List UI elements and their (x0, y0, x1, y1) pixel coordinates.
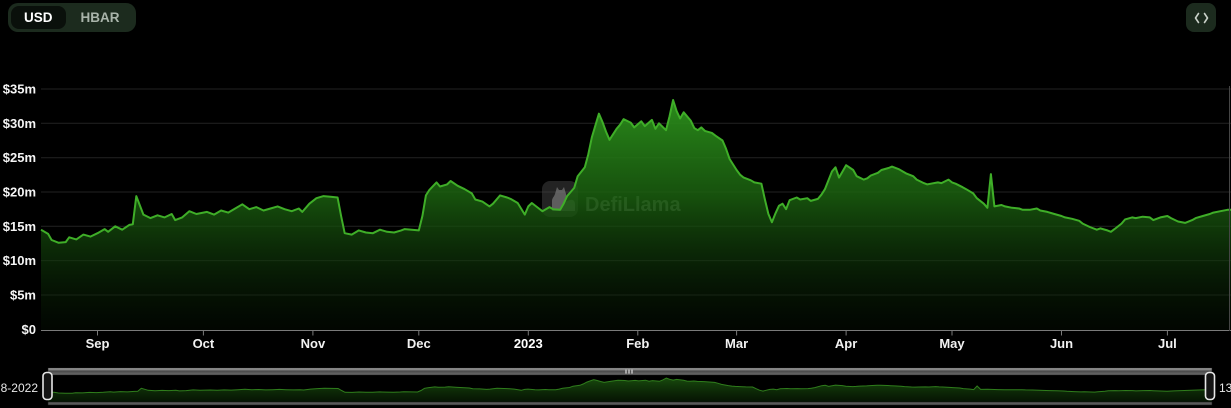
y-axis-label: $5m (10, 288, 36, 303)
x-axis-label: Jun (1050, 336, 1073, 351)
x-axis-label: Dec (407, 336, 431, 351)
x-axis-label: Mar (725, 336, 748, 351)
y-axis-label: $30m (3, 116, 36, 131)
navigator-grip-icon[interactable] (625, 369, 633, 374)
navigator-right-handle[interactable] (1204, 371, 1216, 401)
x-axis-label: Sep (86, 336, 110, 351)
navigator-left-handle[interactable] (42, 371, 53, 401)
y-axis-label: $10m (3, 253, 36, 268)
navigator-start-date-label: 8-2022 (1, 381, 39, 395)
x-axis-label: Feb (626, 336, 649, 351)
navigator-mini-area (48, 378, 1212, 403)
y-axis-label: $35m (3, 82, 36, 97)
y-axis-labels: $35m $30m $25m $20m $15m $10m $5m $0 (3, 82, 36, 337)
x-axis-label: Oct (193, 336, 215, 351)
x-axis-label: Nov (301, 336, 326, 351)
currency-option-usd[interactable]: USD (11, 6, 66, 29)
range-navigator[interactable]: 8-2022 13 (1, 367, 1231, 406)
y-axis-label: $25m (3, 150, 36, 165)
code-icon (1194, 12, 1208, 23)
navigator-bottom-bar (47, 401, 1213, 406)
tvl-line-series (40, 99, 1231, 244)
x-axis-label: 2023 (514, 336, 543, 351)
currency-option-hbar[interactable]: HBAR (68, 6, 133, 29)
x-axis-label: May (939, 336, 965, 351)
y-axis-label: $0 (22, 322, 36, 337)
currency-toggle: USD HBAR (8, 3, 136, 32)
navigator-end-date-label: 13 (1219, 381, 1231, 395)
x-axis-label: Apr (835, 336, 857, 351)
navigator-move-bar[interactable] (47, 367, 1213, 376)
y-axis-label: $20m (3, 185, 36, 200)
x-axis-ticks: Sep Oct Nov Dec 2023 Feb Mar Apr May Jun Jul (86, 330, 1177, 351)
embed-chart-button[interactable] (1186, 3, 1216, 32)
navigator-mini-line (47, 377, 1212, 394)
tvl-area-series (41, 100, 1231, 330)
x-axis-label: Jul (1158, 336, 1177, 351)
y-axis-label: $15m (3, 219, 36, 234)
